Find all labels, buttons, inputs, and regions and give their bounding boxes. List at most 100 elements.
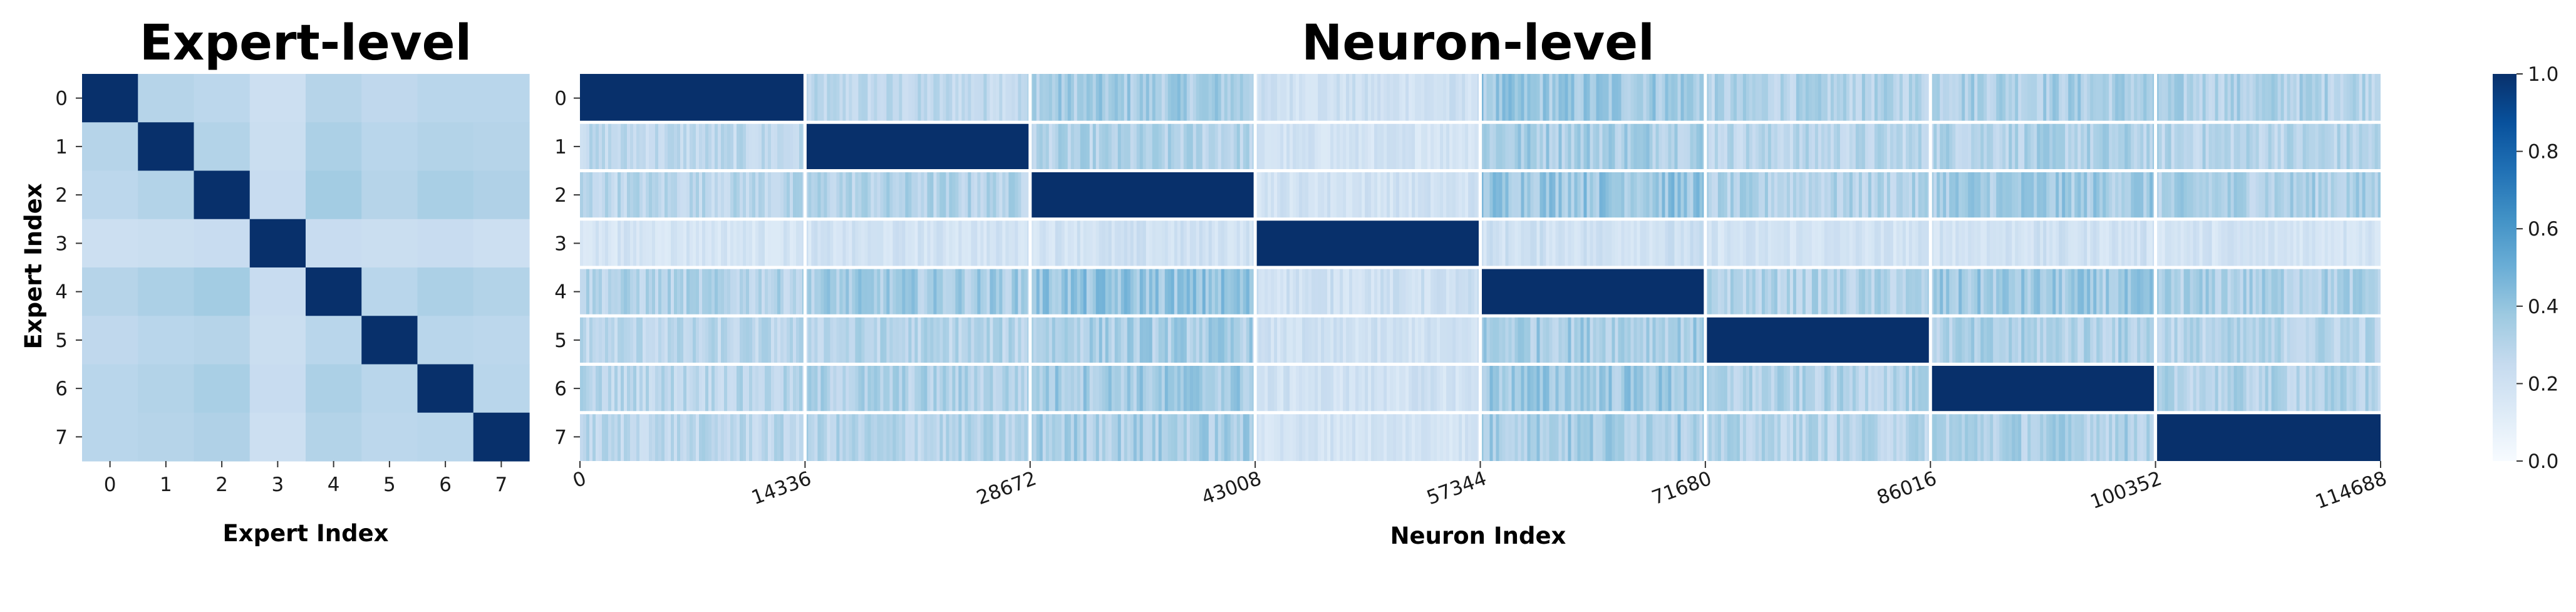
neuron-strip [730, 412, 734, 461]
neuron-strip [718, 170, 722, 219]
neuron-strip [1717, 170, 1722, 219]
neuron-strip [2205, 364, 2210, 413]
neuron-strip [774, 364, 778, 413]
neuron-strip [1280, 364, 1284, 413]
neuron-strip [2165, 219, 2169, 267]
neuron-strip [2049, 267, 2053, 316]
neuron-strip [1274, 170, 1278, 219]
neuron-strip [1764, 122, 1769, 171]
neuron-strip [1343, 364, 1347, 413]
neuron-strip [1261, 316, 1265, 365]
neuron-strip [1214, 412, 1219, 461]
neuron-strip [1142, 219, 1147, 267]
neuron-strip [740, 316, 743, 365]
neuron-strip [1658, 74, 1662, 123]
neuron-strip [814, 316, 818, 365]
neuron-strip [2171, 122, 2175, 171]
neuron-strip [1402, 122, 1406, 171]
neuron-strip [811, 412, 815, 461]
neuron-strip [1624, 170, 1628, 219]
neuron-strip [596, 170, 599, 219]
neuron-strip [1971, 412, 1975, 461]
neuron-strip [592, 219, 596, 267]
neuron-strip [1937, 219, 1940, 267]
expert-cell-6-0 [82, 364, 138, 413]
neuron-strip [1396, 74, 1400, 123]
neuron-strip [1089, 412, 1094, 461]
neuron-strip [889, 316, 893, 365]
neuron-strip [1224, 219, 1228, 267]
neuron-strip [2171, 364, 2175, 413]
neuron-strip [771, 267, 775, 316]
neuron-strip [1427, 364, 1431, 413]
neuron-strip [1058, 74, 1062, 123]
neuron-strip [1952, 74, 1956, 123]
neuron-strip [2093, 219, 2097, 267]
neuron-strip [1333, 364, 1337, 413]
neuron-strip [1958, 170, 1962, 219]
neuron-strip [1680, 412, 1684, 461]
neuron-strip [1243, 412, 1247, 461]
neuron-strip [1171, 74, 1175, 123]
neuron-strip [2258, 364, 2263, 413]
expert-cell-7-6 [417, 412, 474, 462]
neuron-strip [1905, 170, 1910, 219]
neuron-strip [711, 316, 715, 365]
expert-cell-0-5 [361, 74, 418, 123]
neuron-strip [2346, 364, 2351, 413]
neuron-strip [1340, 364, 1343, 413]
neuron-strip [908, 170, 912, 219]
neuron-strip [1796, 412, 1800, 461]
neuron-strip [2177, 364, 2181, 413]
neuron-strip [2305, 364, 2310, 413]
neuron-strip [752, 364, 756, 413]
neuron-strip [1508, 74, 1512, 123]
neuron-strip [1077, 412, 1081, 461]
neuron-strip [1571, 122, 1575, 171]
neuron-strip [1305, 170, 1309, 219]
neuron-strip [1130, 74, 1134, 123]
neuron-strip [1377, 364, 1381, 413]
neuron-strip [1462, 170, 1466, 219]
neuron-strip [830, 170, 834, 219]
neuron-strip [1492, 412, 1496, 461]
neuron-strip [2208, 267, 2213, 316]
neuron-strip [1915, 74, 1919, 123]
neuron-strip [1802, 74, 1806, 123]
neuron-strip [630, 364, 634, 413]
neuron-strip [618, 412, 621, 461]
neuron-strip [2293, 267, 2297, 316]
neuron-strip [633, 364, 637, 413]
neuron-strip [852, 170, 856, 219]
neuron-strip [724, 412, 728, 461]
neuron-strip [1708, 364, 1712, 413]
neuron-strip [1821, 364, 1825, 413]
neuron-strip [2296, 316, 2300, 365]
neuron-strip [1399, 412, 1403, 461]
neuron-strip [2009, 170, 2012, 219]
neuron-strip [2158, 316, 2163, 365]
neuron-strip [696, 412, 700, 461]
neuron-strip [896, 219, 899, 267]
neuron-strip [1224, 316, 1228, 365]
expert-y-tick-label: 4 [55, 281, 68, 304]
neuron-strip [1412, 364, 1415, 413]
neuron-strip [1943, 74, 1947, 123]
neuron-strip [1952, 122, 1956, 171]
neuron-strip [2312, 267, 2316, 316]
neuron-strip [1789, 412, 1794, 461]
neuron-strip [2027, 122, 2031, 171]
neuron-strip [2009, 122, 2012, 171]
neuron-strip [1183, 316, 1187, 365]
neuron-strip [1480, 412, 1484, 461]
neuron-strip [633, 412, 637, 461]
neuron-strip [1893, 170, 1897, 219]
neuron-strip [1221, 364, 1225, 413]
neuron-strip [1246, 316, 1250, 365]
neuron-strip [1717, 219, 1722, 267]
neuron-strip [1180, 74, 1184, 123]
neuron-strip [958, 219, 962, 267]
neuron-strip [614, 170, 618, 219]
neuron-strip [2190, 122, 2194, 171]
neuron-strip [1736, 170, 1741, 219]
